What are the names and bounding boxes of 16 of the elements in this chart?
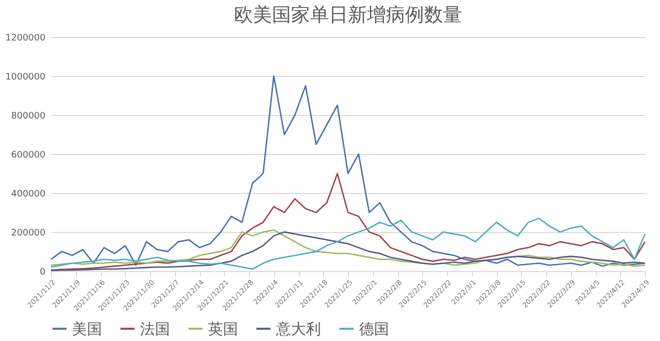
line-series (50, 75, 646, 267)
y-tick-label: 200000 (11, 228, 46, 238)
legend-label: 美国 (72, 320, 102, 338)
legend-label: 德国 (359, 320, 389, 338)
legend-label: 意大利 (275, 320, 321, 338)
y-tick-label: 1200000 (5, 34, 46, 44)
line-series (50, 172, 646, 271)
line-series (50, 218, 646, 270)
y-tick-label: 0 (40, 268, 46, 278)
legend-label: 英国 (208, 320, 238, 338)
legend-label: 法国 (140, 320, 170, 338)
y-tick-label: 400000 (11, 190, 46, 200)
y-tick-label: 800000 (11, 112, 46, 122)
chart-title: 欧美国家单日新增病例数量 (234, 4, 462, 26)
y-tick-label: 1000000 (5, 72, 46, 82)
y-tick-label: 600000 (11, 150, 46, 160)
